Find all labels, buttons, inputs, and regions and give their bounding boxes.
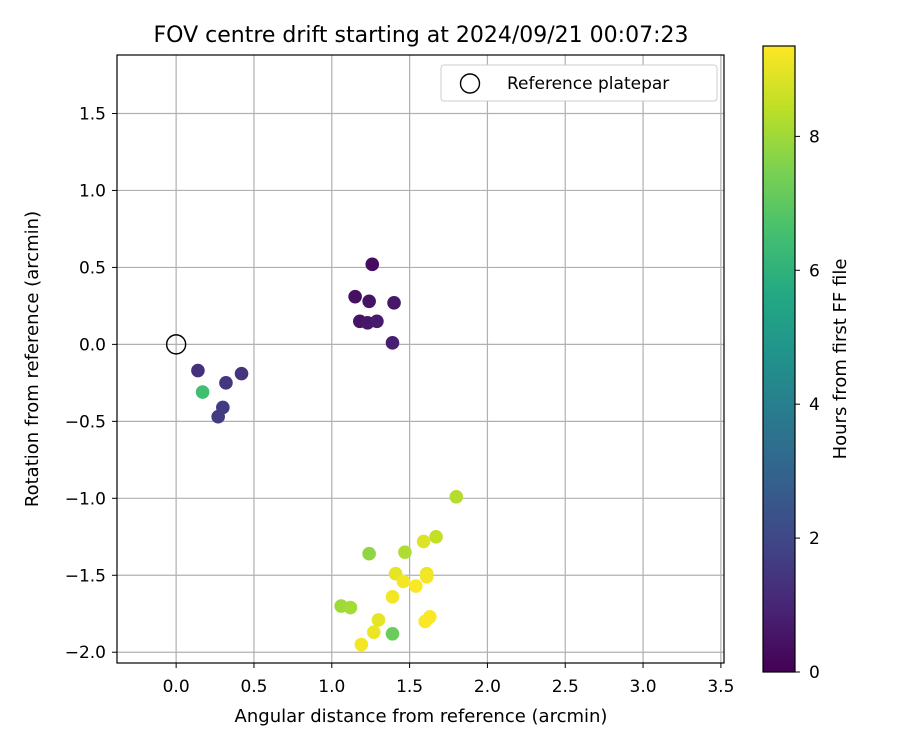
- legend: Reference platepar: [440, 64, 718, 102]
- y-tick-label: −1.5: [65, 566, 106, 586]
- data-point: [191, 363, 205, 378]
- data-point: [409, 579, 423, 593]
- legend-reference-marker: [459, 73, 481, 94]
- x-tick-label: 3.0: [630, 677, 657, 697]
- x-axis-label: Angular distance from reference (arcmin): [235, 706, 608, 727]
- data-point: [385, 590, 400, 604]
- data-point: [370, 314, 384, 329]
- colorbar-gradient: [762, 45, 796, 673]
- data-point: [449, 489, 464, 504]
- colorbar-ticks: 0 2 4 6 8: [795, 127, 820, 683]
- y-tick-label: 0.5: [79, 258, 106, 278]
- data-point: [367, 625, 381, 640]
- y-tick-label: 0.0: [79, 335, 106, 355]
- legend-label-reference: Reference platepar: [507, 74, 669, 94]
- colorbar-tick-label: 2: [809, 529, 820, 549]
- data-point: [429, 529, 443, 544]
- data-point: [234, 366, 249, 381]
- data-point: [211, 409, 225, 424]
- data-point: [398, 545, 412, 559]
- data-point: [343, 600, 358, 615]
- data-point: [418, 614, 432, 629]
- data-point: [416, 534, 431, 549]
- y-tick-label: 1.5: [79, 104, 106, 124]
- data-point: [365, 257, 380, 272]
- data-point: [362, 546, 376, 561]
- plot-frame: [116, 54, 725, 664]
- data-point: [396, 574, 411, 589]
- x-tick-label: 2.0: [474, 677, 501, 697]
- y-tick-label: −0.5: [65, 412, 106, 432]
- reference-marker-layer: [165, 334, 187, 355]
- colorbar-tick-label: 6: [809, 261, 820, 281]
- data-point: [195, 385, 210, 399]
- x-tick-label: 2.5: [552, 677, 579, 697]
- legend-box: [440, 64, 718, 102]
- data-point: [387, 296, 401, 310]
- chart-title: FOV centre drift starting at 2024/09/21 …: [154, 23, 689, 48]
- grid: [117, 55, 724, 663]
- y-axis-label: Rotation from reference (arcmin): [22, 211, 43, 507]
- y-axis-ticks: 1.5 1.0 0.5 0.0 −0.5 −1.0 −1.5 −2.0: [65, 104, 117, 663]
- data-point: [354, 637, 369, 652]
- x-axis-ticks: 0.0 0.5 1.0 1.5 2.0 2.5 3.0 3.5: [163, 663, 734, 697]
- data-point: [371, 613, 386, 627]
- y-tick-label: −2.0: [65, 643, 106, 663]
- colorbar-tick-label: 8: [809, 127, 820, 147]
- data-point: [348, 289, 362, 304]
- data-point: [362, 294, 376, 309]
- data-points: [191, 257, 464, 652]
- colorbar-label: Hours from first FF file: [830, 259, 851, 460]
- x-tick-label: 1.0: [318, 677, 345, 697]
- colorbar-tick-label: 0: [809, 663, 820, 683]
- colorbar-tick-label: 4: [809, 395, 820, 415]
- data-point: [219, 376, 233, 390]
- x-tick-label: 0.0: [163, 677, 190, 697]
- x-tick-label: 0.5: [240, 677, 267, 697]
- data-point: [385, 336, 400, 350]
- x-tick-label: 3.5: [707, 677, 734, 697]
- data-point: [385, 626, 400, 641]
- y-tick-label: −1.0: [65, 489, 106, 509]
- x-tick-label: 1.5: [396, 677, 423, 697]
- data-point: [419, 570, 434, 584]
- colorbar: 0 2 4 6 8 Hours from first FF file: [762, 45, 851, 683]
- reference-platepar-marker: [165, 334, 187, 355]
- y-tick-label: 1.0: [79, 181, 106, 201]
